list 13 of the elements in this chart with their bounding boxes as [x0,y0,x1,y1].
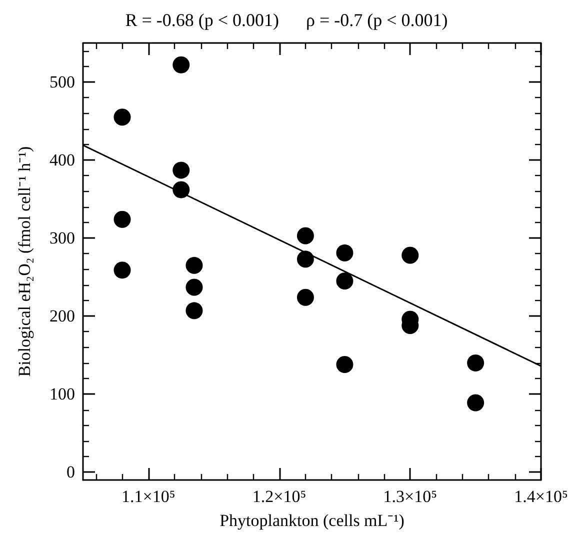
x-tick-label: 1.3×10⁵ [383,487,438,506]
y-tick-label: 500 [50,72,75,92]
y-tick-label: 300 [50,228,75,248]
y-axis-title: Biological eH₂O₂ (fmol cell⁻¹ h⁻¹) [15,146,34,377]
y-tick-label: 200 [50,306,75,326]
y-tick-label: 100 [50,384,75,404]
y-tick-label: 400 [50,150,75,170]
y-tick-label: 0 [66,462,75,482]
chart-title: R = -0.68 (p < 0.001) ρ = -0.7 (p < 0.001) [125,10,448,30]
x-tick-label: 1.4×10⁵ [514,487,568,506]
x-tick-label: 1.2×10⁵ [252,487,306,506]
x-axis-title: Phytoplankton (cells mL⁻¹) [220,511,404,530]
x-tick-label: 1.1×10⁵ [122,487,176,506]
